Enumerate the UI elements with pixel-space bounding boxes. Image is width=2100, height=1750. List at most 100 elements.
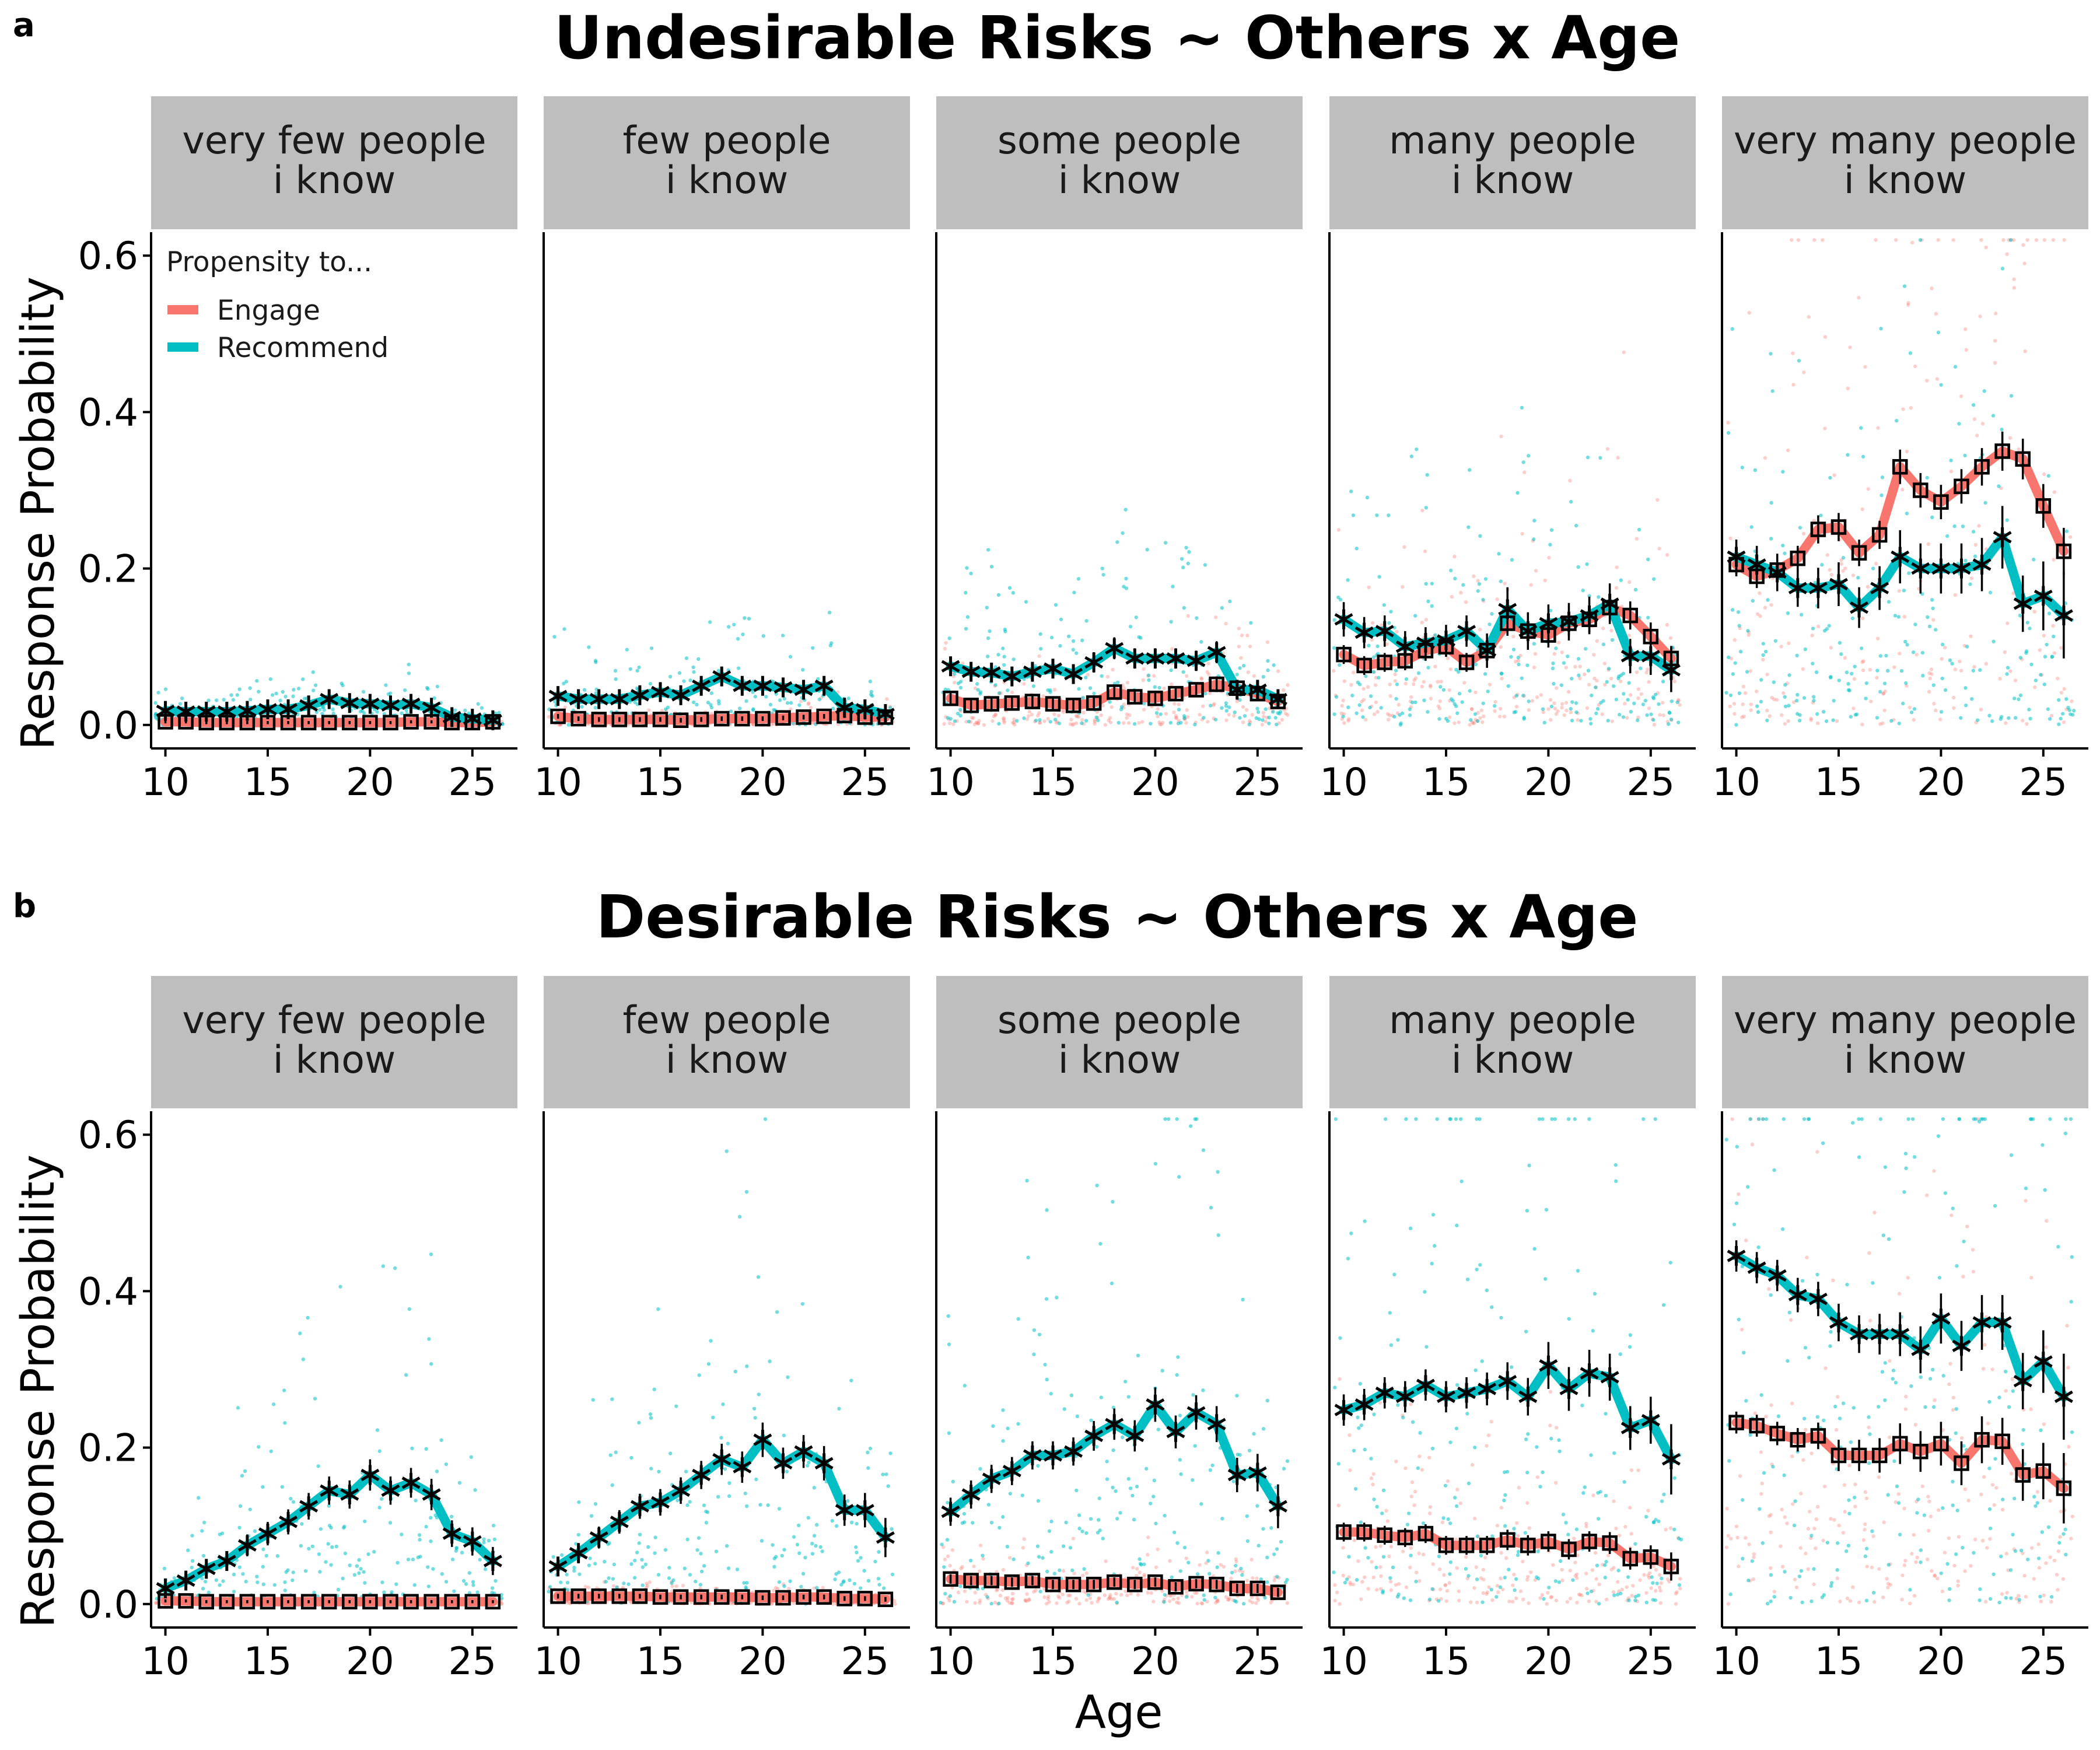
participant-dot [1242,714,1247,718]
participant-dot [1886,668,1890,673]
participant-dot [1430,604,1434,608]
participant-dot [1964,558,1968,563]
participant-dot [1554,646,1558,650]
participant-dot [1022,682,1026,686]
facet-strip-label: few people [622,119,831,163]
participant-dot [953,719,957,723]
participant-dot [1481,701,1485,705]
participant-dot [578,1572,582,1576]
participant-dot [1935,377,1940,381]
asterisk-stroke [835,701,854,714]
participant-dot [1786,719,1790,723]
participant-dot [1520,531,1524,536]
participant-dot [758,1503,762,1507]
participant-dot [1522,470,1527,474]
participant-dot [1276,669,1280,673]
x-tick-label: 15 [244,1640,292,1684]
participant-dot [674,1404,678,1408]
participant-dot [1394,1460,1398,1464]
recommend-point [258,699,277,719]
participant-dot [1483,577,1488,581]
participant-dot [1047,1529,1052,1533]
participant-dot [698,1583,703,1587]
participant-dot [1105,1477,1110,1481]
participant-dot [1146,1591,1150,1595]
participant-dot [1848,345,1852,349]
participant-dot [608,1453,612,1457]
participant-dot [1049,1392,1053,1396]
participant-dot [997,1601,1001,1606]
participant-dot [1964,348,1969,352]
participant-dot [982,723,986,727]
participant-dot [1074,721,1079,726]
participant-dot [1651,696,1656,701]
participant-dot [810,1552,815,1556]
participant-dot [952,1600,957,1604]
participant-dot [1875,636,1880,640]
participant-dot [1275,1547,1279,1551]
participant-dot [1080,721,1084,726]
facet-strip-label: some people [998,999,1241,1042]
participant-dot [1177,708,1181,712]
participant-dot [1199,1502,1203,1506]
participant-dot [2033,685,2037,690]
participant-dot [1175,1117,1179,1121]
participant-dot [572,1566,576,1570]
participant-dot [1184,721,1188,725]
participant-dot [1517,662,1521,667]
participant-dot [973,686,978,691]
participant-dot [890,1527,894,1531]
participant-dot [1267,715,1271,720]
participant-dot [1409,1494,1413,1499]
participant-dot [1195,616,1199,620]
participant-dot [1651,718,1656,722]
participant-dot [1861,616,1865,621]
participant-dot [1741,702,1745,706]
participant-dot [1728,704,1732,708]
participant-dot [237,687,242,691]
participant-dot [2018,693,2023,698]
participant-dot [1412,1503,1416,1507]
participant-dot [839,1583,844,1587]
participant-dot [386,692,391,696]
participant-dot [727,1494,732,1498]
participant-dot [1520,676,1524,680]
participant-dot [607,1576,611,1580]
participant-dot [958,713,963,718]
x-tick-label: 25 [448,1640,496,1684]
participant-dot [768,702,773,707]
participant-dot [1734,723,1738,727]
participant-dot [1237,626,1241,631]
participant-dot [1053,718,1058,722]
participant-dot [1812,238,1817,242]
participant-dot [440,1572,444,1576]
participant-dot [1111,1200,1115,1204]
participant-dot [1049,1520,1054,1524]
engage-point [550,708,566,724]
recommend-point [876,704,895,724]
participant-dot [2009,394,2014,398]
participant-dot [1765,708,1769,713]
participant-dot [1387,1554,1391,1559]
participant-dot [1929,667,1934,671]
participant-dot [1220,1517,1224,1521]
participant-dot [2028,626,2032,631]
participant-dot [283,1588,287,1592]
participant-dot [799,1584,803,1589]
participant-dot [1054,603,1058,607]
participant-dot [1845,670,1849,674]
participant-dot [1514,705,1519,709]
participant-dot [799,699,803,704]
recommend-point [589,689,608,709]
participant-dot [810,1541,814,1546]
participant-dot [2072,709,2076,713]
participant-dot [1930,598,1934,602]
participant-dot [1122,686,1126,690]
participant-dot [1641,702,1646,706]
asterisk-stroke [156,704,175,718]
participant-dot [1164,712,1168,716]
participant-dot [1056,1594,1060,1598]
participant-dot [1783,695,1787,699]
